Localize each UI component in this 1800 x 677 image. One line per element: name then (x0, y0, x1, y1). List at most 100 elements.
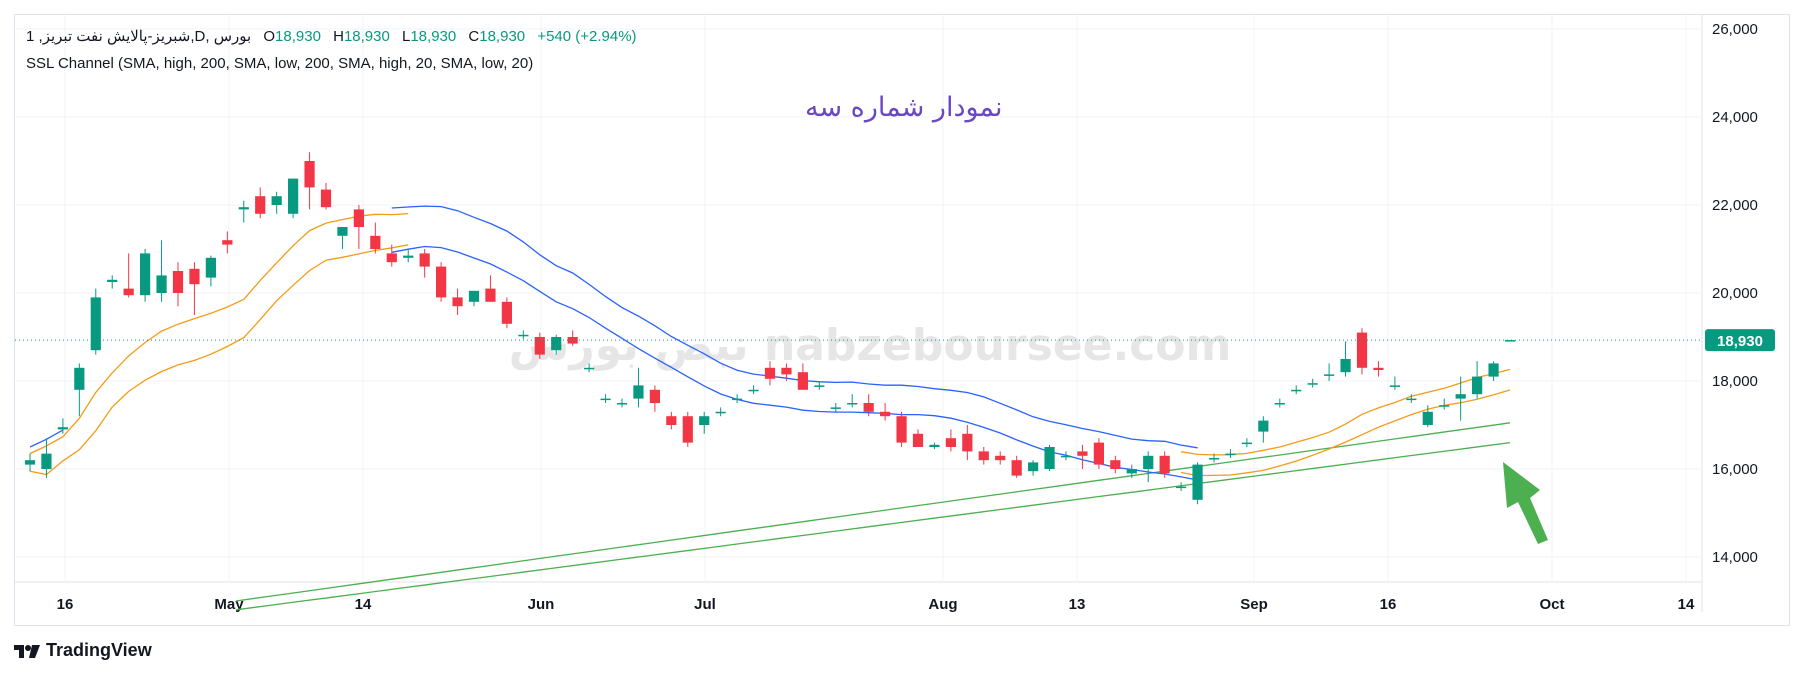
candle-body (1422, 411, 1433, 425)
last-price-label: 18,930 (1717, 333, 1763, 350)
candle-body (501, 301, 512, 324)
candle-body (353, 209, 364, 227)
x-tick-label: 16 (57, 596, 74, 613)
candle-body (896, 416, 907, 443)
annotation-arrow (1503, 462, 1548, 544)
candle-body (1406, 398, 1417, 401)
candle-body (978, 451, 989, 461)
candle-body (682, 416, 693, 443)
close-value: 18,930 (479, 28, 526, 45)
symbol-label: 1 ,شبریز-پالایش نفت تبریز,D, بورس (26, 28, 252, 45)
candle-body (1455, 394, 1466, 399)
candle-body (1472, 376, 1483, 395)
indicator-legend[interactable]: SSL Channel (SMA, high, 200, SMA, low, 2… (26, 55, 534, 72)
candle-body (41, 453, 52, 469)
candle-body (699, 416, 710, 425)
candle-body (551, 337, 562, 351)
candle-body (1324, 374, 1335, 376)
open-value: 18,930 (275, 28, 321, 45)
candle-body (419, 253, 430, 267)
candle-body (271, 196, 282, 205)
candle-body (107, 279, 118, 282)
y-tick-label: 16,000 (1712, 461, 1758, 478)
candle-body (1110, 460, 1121, 469)
candle-body (238, 207, 249, 210)
candle-body (929, 444, 940, 447)
candle-body (633, 385, 644, 399)
candle-body (814, 385, 825, 387)
candle-body (1077, 451, 1088, 456)
candle-body (1356, 332, 1368, 368)
x-tick-label: Aug (928, 596, 957, 613)
candle-body (320, 189, 332, 208)
candle-body (781, 367, 792, 375)
candle-body (140, 253, 151, 296)
candle-body (649, 389, 660, 403)
candle-body (156, 275, 167, 293)
ssl-blue-high-line (391, 205, 1198, 449)
x-tick-label: Sep (1240, 596, 1268, 613)
low-label: L (402, 28, 411, 45)
candle-body (172, 271, 184, 293)
open-label: O (263, 28, 276, 45)
close-label: C (468, 28, 480, 45)
tradingview-logo-icon (14, 644, 40, 658)
candle-body (1373, 367, 1384, 370)
candle-body (1208, 458, 1220, 460)
candle-body (1028, 462, 1039, 472)
candle-body (436, 266, 447, 298)
candle-body (205, 257, 216, 278)
candle-body (485, 288, 496, 302)
candle-body (1389, 385, 1400, 387)
candle-body (189, 268, 200, 285)
x-tick-label: 14 (1678, 596, 1695, 613)
candle-body (1126, 469, 1137, 474)
low-value: 18,930 (410, 28, 457, 45)
candle-body (830, 407, 841, 409)
candle-body (304, 161, 315, 188)
candle-body (1176, 486, 1187, 489)
candle-body (912, 433, 924, 447)
chart-title: نمودار شماره سه (805, 92, 1003, 123)
candle-body (567, 337, 578, 344)
change-value: +540 (+2.94%) (537, 28, 637, 45)
y-tick-label: 18,000 (1712, 373, 1758, 390)
candle-body (1488, 363, 1499, 377)
y-tick-label: 22,000 (1712, 197, 1758, 214)
candle-body (616, 403, 628, 405)
candle-body (1044, 447, 1055, 469)
candle-body (1291, 389, 1302, 392)
candle-body (1143, 455, 1154, 469)
candle-body (732, 398, 743, 401)
candle-body (57, 427, 68, 430)
candle-body (288, 178, 299, 214)
candle-body (1274, 403, 1285, 405)
high-value: 18,930 (343, 28, 390, 45)
watermark-text: نبض بورس nabzeboursee.com (509, 320, 1232, 371)
candle-body (452, 297, 463, 307)
candle-body (1192, 464, 1203, 500)
ssl-fast-high-line-2 (1180, 368, 1511, 456)
candle-body (880, 411, 891, 417)
candle-body (863, 403, 874, 412)
candle-body (518, 334, 529, 337)
candle-body (995, 455, 1006, 461)
x-tick-label: 13 (1069, 596, 1086, 613)
candle-body (1241, 442, 1252, 445)
x-tick-label: 16 (1380, 596, 1397, 613)
candle-body (1307, 383, 1318, 385)
candle-body (1504, 340, 1516, 342)
candle-body (962, 433, 973, 452)
ssl-fast-high-line (29, 212, 409, 455)
candle-body (1093, 442, 1104, 465)
last-price-badge (1705, 329, 1775, 352)
candle-body (666, 416, 677, 425)
x-tick-label: 14 (355, 596, 372, 613)
candle-body (403, 255, 414, 258)
candle-body (534, 337, 545, 355)
tradingview-brand: TradingView (46, 640, 152, 660)
x-tick-label: Jul (694, 596, 716, 613)
tradingview-footer[interactable]: TradingView (14, 640, 152, 661)
y-tick-label: 26,000 (1712, 21, 1758, 38)
